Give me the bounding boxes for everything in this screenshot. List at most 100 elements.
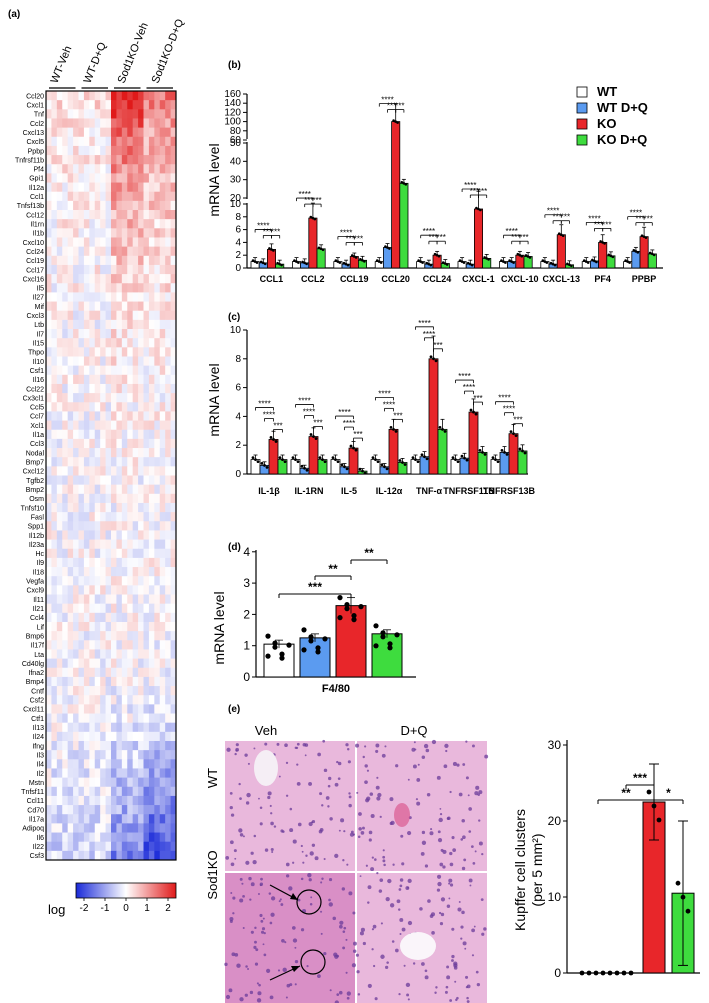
histology-nucleus bbox=[471, 928, 475, 933]
heatmap-cell bbox=[148, 786, 155, 797]
heatmap-cell bbox=[165, 585, 171, 595]
heatmap-cell bbox=[94, 283, 101, 293]
heatmap-cell bbox=[127, 438, 134, 449]
histology-nucleus bbox=[442, 849, 447, 854]
heatmap-cell bbox=[83, 329, 90, 339]
heatmap-cell bbox=[83, 200, 90, 211]
heatmap-cell bbox=[154, 640, 161, 650]
b-data-point bbox=[388, 247, 391, 250]
heatmap-cell bbox=[127, 759, 134, 769]
heatmap-cell bbox=[121, 301, 128, 312]
heatmap-cell bbox=[89, 512, 96, 522]
heatmap-cell bbox=[165, 750, 171, 760]
e-data-point bbox=[656, 817, 662, 823]
histology-nucleus bbox=[445, 749, 448, 753]
heatmap-cell bbox=[78, 164, 85, 174]
heatmap-cell bbox=[78, 750, 85, 760]
heatmap-cell bbox=[148, 255, 155, 266]
heatmap-cell bbox=[78, 319, 85, 330]
heatmap-cell bbox=[94, 768, 101, 778]
heatmap-cell bbox=[105, 493, 112, 504]
heatmap-cell bbox=[51, 502, 58, 513]
b-data-point bbox=[354, 256, 358, 259]
heatmap-cell bbox=[138, 777, 144, 788]
heatmap-cell bbox=[89, 383, 96, 394]
histology-nucleus bbox=[304, 754, 307, 757]
heatmap-cell bbox=[165, 274, 171, 284]
heatmap-cell bbox=[78, 283, 85, 293]
heatmap-cell bbox=[100, 750, 106, 760]
heatmap-cell bbox=[46, 420, 52, 431]
heatmap-cell bbox=[116, 713, 123, 724]
heatmap-cell bbox=[105, 448, 112, 458]
histology-nucleus bbox=[403, 964, 406, 967]
heatmap-cell bbox=[100, 109, 106, 119]
histology-nucleus bbox=[465, 975, 469, 979]
heatmap-cell bbox=[78, 274, 85, 284]
heatmap-cell bbox=[100, 420, 106, 431]
heatmap-cell bbox=[78, 740, 85, 751]
heatmap-cell bbox=[159, 759, 166, 769]
heatmap-cell bbox=[143, 338, 150, 348]
heatmap-cell bbox=[100, 264, 106, 275]
c-data-point bbox=[314, 437, 318, 440]
histology-nucleus bbox=[407, 998, 410, 1001]
heatmap-cell bbox=[73, 264, 79, 275]
heatmap-cell bbox=[56, 722, 63, 733]
heatmap-cell bbox=[165, 805, 171, 815]
histology-nucleus bbox=[424, 975, 429, 980]
histology-nucleus bbox=[270, 812, 273, 815]
heatmap-cell bbox=[51, 530, 58, 540]
heatmap-cell bbox=[78, 823, 85, 833]
scale-tick-label: 1 bbox=[144, 903, 150, 914]
heatmap-cell bbox=[154, 667, 161, 678]
heatmap-cell bbox=[51, 118, 58, 129]
heatmap-cell bbox=[127, 164, 134, 174]
heatmap-cell bbox=[94, 805, 101, 815]
heatmap-cell bbox=[165, 612, 171, 623]
heatmap-cell bbox=[94, 100, 101, 110]
histology-nucleus bbox=[264, 742, 268, 746]
histology-nucleus bbox=[375, 743, 380, 748]
heatmap-cell bbox=[148, 264, 155, 275]
heatmap-cell bbox=[94, 814, 101, 824]
heatmap-cell bbox=[46, 777, 52, 788]
heatmap-cell bbox=[165, 338, 171, 348]
heatmap-gene-label: Mstn bbox=[29, 780, 44, 787]
heatmap-cell bbox=[159, 310, 166, 321]
heatmap-cell bbox=[94, 750, 101, 760]
heatmap-cell bbox=[127, 612, 134, 623]
histology-nucleus bbox=[228, 988, 233, 993]
heatmap-cell bbox=[78, 832, 85, 843]
heatmap-cell bbox=[154, 383, 161, 394]
heatmap-cell bbox=[143, 841, 150, 852]
heatmap-cell bbox=[121, 383, 128, 394]
heatmap-cell bbox=[111, 832, 117, 843]
c-bar-ko-d-q bbox=[437, 428, 448, 475]
heatmap-cell bbox=[127, 585, 134, 595]
heatmap-cell bbox=[170, 466, 177, 476]
histology-nucleus bbox=[308, 781, 313, 786]
histology-nucleus bbox=[292, 938, 298, 943]
heatmap-cell bbox=[165, 264, 171, 275]
heatmap-frame bbox=[45, 90, 177, 861]
c-category-label: TNF-α bbox=[416, 486, 442, 496]
b-data-point bbox=[545, 261, 549, 264]
heatmap-cell bbox=[143, 548, 150, 559]
heatmap-gene-label: Tnfsf13b bbox=[17, 203, 44, 210]
d-y-tick-label: 1 bbox=[243, 639, 250, 653]
heatmap-cell bbox=[111, 695, 117, 705]
heatmap-cell bbox=[46, 127, 52, 138]
heatmap-cell bbox=[56, 768, 63, 778]
heatmap-cell bbox=[143, 722, 150, 733]
heatmap-cell bbox=[127, 191, 134, 202]
heatmap-cell bbox=[56, 319, 63, 330]
heatmap-group-label: Sod1KO-Veh bbox=[116, 21, 151, 85]
c-data-point bbox=[318, 456, 322, 459]
histology-nucleus bbox=[437, 881, 442, 887]
c-bar-ko-d-q bbox=[517, 450, 528, 475]
histology-nucleus bbox=[338, 990, 343, 995]
c-data-point bbox=[374, 458, 377, 461]
heatmap-cell bbox=[159, 612, 166, 623]
heatmap-cell bbox=[78, 676, 85, 687]
